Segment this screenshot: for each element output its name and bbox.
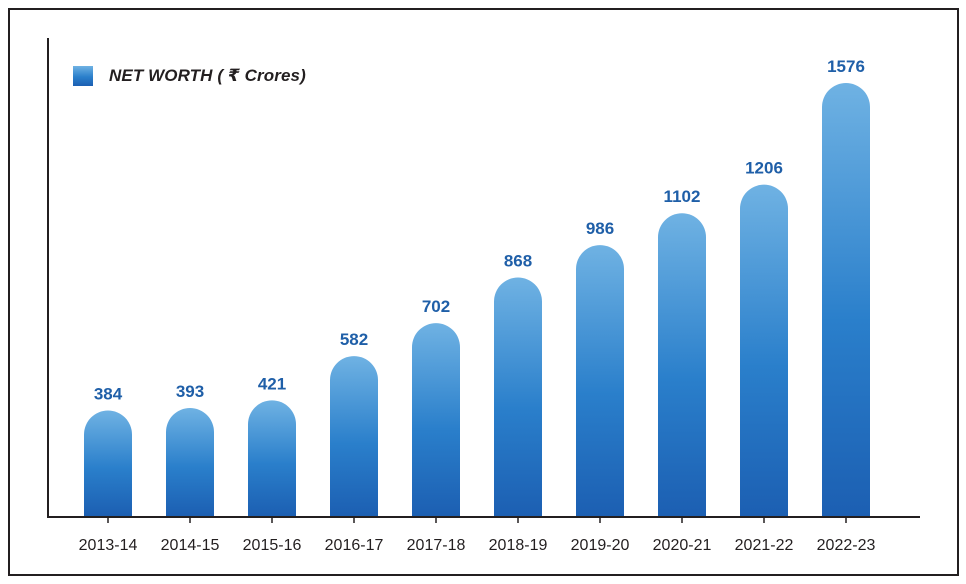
bar-2019-20 xyxy=(576,245,624,516)
bar-2014-15 xyxy=(166,408,214,516)
x-tick-label-2017-18: 2017-18 xyxy=(407,537,466,554)
legend: NET WORTH ( ₹ Crores) xyxy=(73,66,306,86)
value-label-2020-21: 1102 xyxy=(664,187,701,206)
value-label-2014-15: 393 xyxy=(176,382,204,401)
bar-2021-22 xyxy=(740,184,788,516)
x-tick-label-2014-15: 2014-15 xyxy=(161,537,220,554)
x-tick-label-2020-21: 2020-21 xyxy=(653,537,712,554)
value-label-2019-20: 986 xyxy=(586,219,614,238)
value-label-2016-17: 582 xyxy=(340,330,368,349)
value-label-2021-22: 1206 xyxy=(745,159,783,178)
value-label-2013-14: 384 xyxy=(94,384,123,403)
legend-swatch xyxy=(73,66,93,86)
bar-2022-23 xyxy=(822,83,870,516)
value-label-2022-23: 1576 xyxy=(827,57,865,76)
x-tick-label-2019-20: 2019-20 xyxy=(571,537,630,554)
legend-label: NET WORTH ( ₹ Crores) xyxy=(109,66,306,85)
bar-2017-18 xyxy=(412,323,460,516)
value-label-2018-19: 868 xyxy=(504,252,532,271)
bar-2020-21 xyxy=(658,213,706,516)
x-tick-label-2016-17: 2016-17 xyxy=(325,537,384,554)
value-label-2017-18: 702 xyxy=(422,297,450,316)
chart-frame xyxy=(8,8,959,576)
value-label-2015-16: 421 xyxy=(258,374,286,393)
bar-2018-19 xyxy=(494,277,542,516)
x-tick-label-2022-23: 2022-23 xyxy=(817,537,876,554)
x-tick-label-2015-16: 2015-16 xyxy=(243,537,302,554)
x-tick-label-2018-19: 2018-19 xyxy=(489,537,548,554)
x-tick-label-2013-14: 2013-14 xyxy=(79,537,138,554)
bar-2013-14 xyxy=(84,410,132,516)
bar-2015-16 xyxy=(248,400,296,516)
x-tick-label-2021-22: 2021-22 xyxy=(735,537,794,554)
bar-2016-17 xyxy=(330,356,378,516)
